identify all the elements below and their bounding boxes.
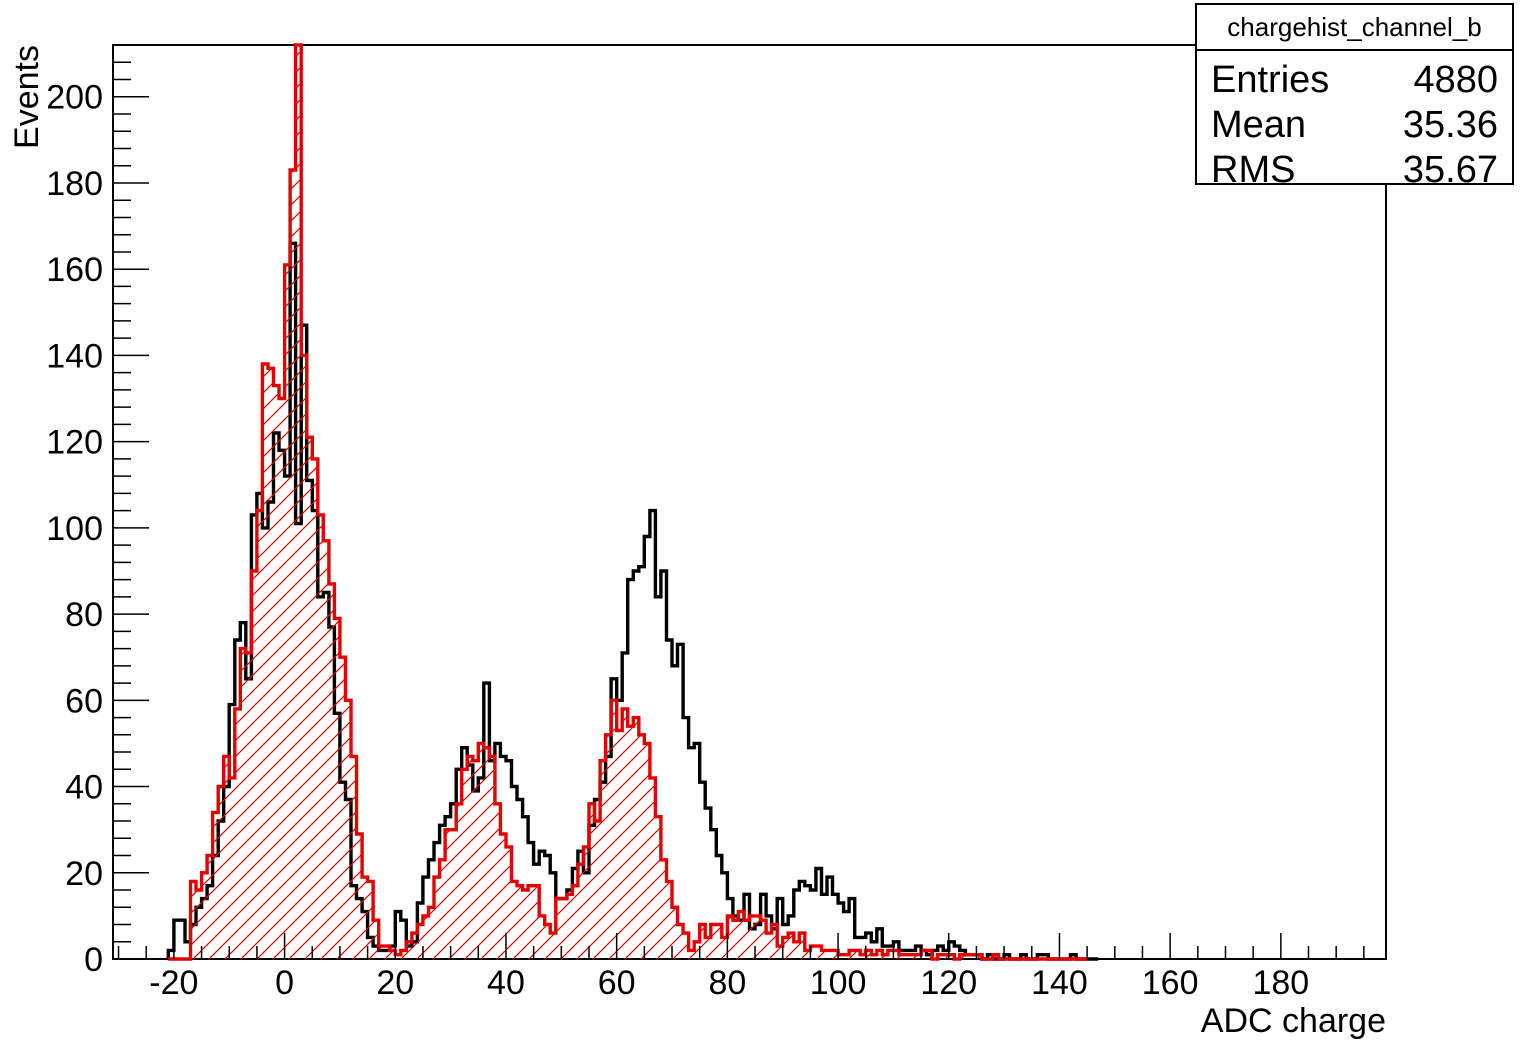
x-tick-label: 140 [1031,964,1088,1002]
y-tick-label: 60 [65,682,103,720]
stats-box: chargehist_channel_b Entries 4880 Mean 3… [1195,3,1514,191]
x-tick-label: 80 [708,964,746,1002]
stats-title: chargehist_channel_b [1197,5,1512,51]
x-tick-label: 0 [275,964,294,1002]
y-tick-label: 0 [84,941,103,979]
x-tick-label: -20 [149,964,198,1002]
y-tick-label: 120 [46,424,103,462]
y-tick-label: 140 [46,337,103,375]
x-axis-title: ADC charge [1201,1002,1386,1040]
stats-row-mean: Mean 35.36 [1211,102,1498,148]
y-tick-label: 20 [65,855,103,893]
stats-label: RMS [1211,149,1296,191]
series-layer [166,43,1099,961]
y-tick-label: 40 [65,769,103,807]
x-tick-label: 40 [487,964,525,1002]
x-tick-label: 60 [598,964,636,1002]
x-tick-label: 100 [810,964,867,1002]
y-tick-label: 180 [46,165,103,203]
histogram-series-2 [168,43,1088,961]
y-tick-label: 80 [65,596,103,634]
y-tick-label: 100 [46,510,103,548]
y-tick-label: 200 [46,79,103,117]
stats-label: Mean [1211,104,1307,146]
y-tick-label: 160 [46,251,103,289]
stats-value: 4880 [1413,59,1498,101]
stats-value: 35.67 [1402,149,1498,191]
x-tick-label: 120 [920,964,977,1002]
y-axis-title: Events [8,45,46,149]
stats-value: 35.36 [1402,104,1498,146]
y-axis: 0 20 40 60 80 100 120 140 160 180 200 [46,61,149,979]
stats-row-entries: Entries 4880 [1211,57,1498,103]
x-tick-label: 20 [376,964,414,1002]
stats-label: Entries [1211,59,1330,101]
x-tick-label: 180 [1252,964,1309,1002]
x-axis: -20 0 20 40 60 80 100 120 140 160 180 [117,933,1365,1002]
stats-row-rms: RMS 35.67 [1211,147,1498,193]
x-tick-label: 160 [1142,964,1199,1002]
